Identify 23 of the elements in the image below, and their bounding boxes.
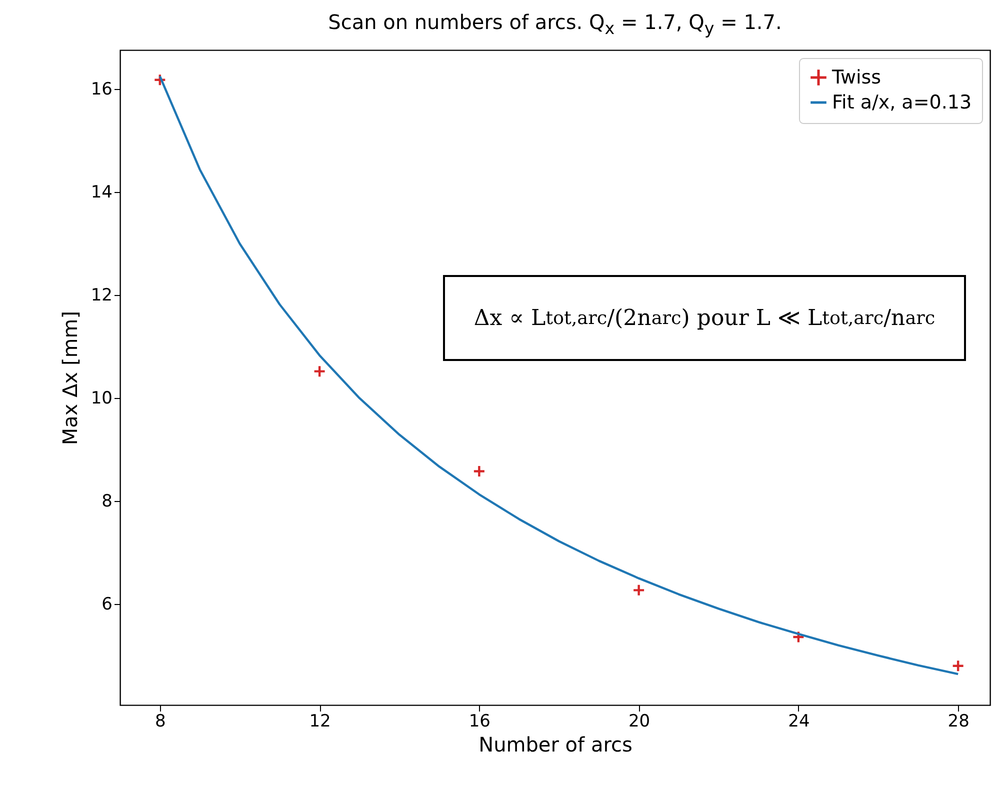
- point: [952, 660, 964, 672]
- y-axis-title: Max Δx [mm]: [58, 310, 82, 446]
- x-tick-label: 8: [154, 712, 166, 732]
- point: [632, 584, 646, 597]
- legend-label: Fit a/x, a=0.13: [832, 92, 972, 114]
- x-tick-label: 28: [948, 712, 970, 732]
- y-tick-label: 10: [90, 388, 112, 409]
- legend-label: Twiss: [831, 66, 882, 88]
- x-tick-label: 24: [788, 712, 810, 732]
- point: [154, 74, 166, 86]
- y-tick-label: 14: [90, 182, 112, 203]
- x-tick-label: 12: [309, 712, 331, 732]
- y-tick-label: 16: [90, 80, 112, 100]
- x-axis-title: Number of arcs: [478, 732, 632, 756]
- x-tick-label: 20: [628, 712, 650, 732]
- y-tick-label: 6: [102, 594, 112, 615]
- x-tick-label: 16: [468, 712, 490, 732]
- point: [792, 630, 805, 644]
- chart-title: Scan on numbers of arcs. Q$_{x}$ = 1.7, Q$_{y}$ = 1.7.: [327, 10, 783, 38]
- point: [313, 364, 326, 378]
- y-tick-label: 8: [102, 492, 112, 512]
- y-tick-label: 12: [90, 286, 112, 306]
- point: [472, 464, 486, 478]
